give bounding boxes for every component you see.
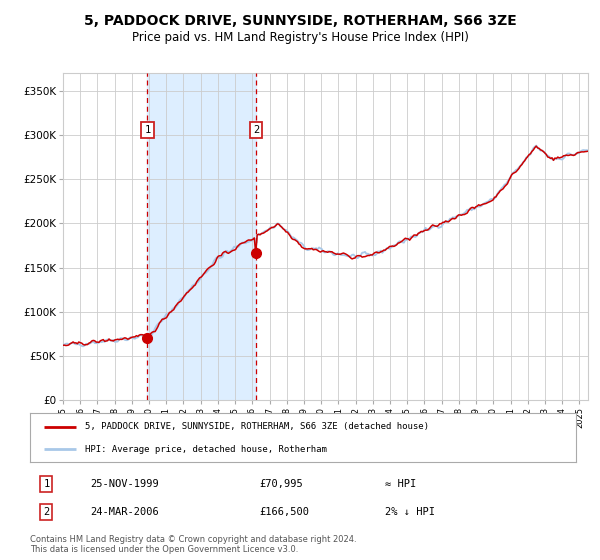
Text: Contains HM Land Registry data © Crown copyright and database right 2024.
This d: Contains HM Land Registry data © Crown c…: [30, 535, 356, 554]
Text: 5, PADDOCK DRIVE, SUNNYSIDE, ROTHERHAM, S66 3ZE: 5, PADDOCK DRIVE, SUNNYSIDE, ROTHERHAM, …: [83, 14, 517, 28]
Text: 2% ↓ HPI: 2% ↓ HPI: [385, 507, 435, 517]
Text: Price paid vs. HM Land Registry's House Price Index (HPI): Price paid vs. HM Land Registry's House …: [131, 31, 469, 44]
Text: ≈ HPI: ≈ HPI: [385, 479, 416, 489]
Text: 1: 1: [43, 479, 50, 489]
Text: 2: 2: [253, 125, 259, 136]
Text: £70,995: £70,995: [259, 479, 303, 489]
Text: HPI: Average price, detached house, Rotherham: HPI: Average price, detached house, Roth…: [85, 445, 326, 454]
Text: 24-MAR-2006: 24-MAR-2006: [90, 507, 159, 517]
Text: £166,500: £166,500: [259, 507, 310, 517]
Bar: [148, 73, 256, 400]
Text: 25-NOV-1999: 25-NOV-1999: [90, 479, 159, 489]
Text: 5, PADDOCK DRIVE, SUNNYSIDE, ROTHERHAM, S66 3ZE (detached house): 5, PADDOCK DRIVE, SUNNYSIDE, ROTHERHAM, …: [85, 422, 428, 431]
Text: 1: 1: [144, 125, 151, 136]
Text: 2: 2: [43, 507, 50, 517]
